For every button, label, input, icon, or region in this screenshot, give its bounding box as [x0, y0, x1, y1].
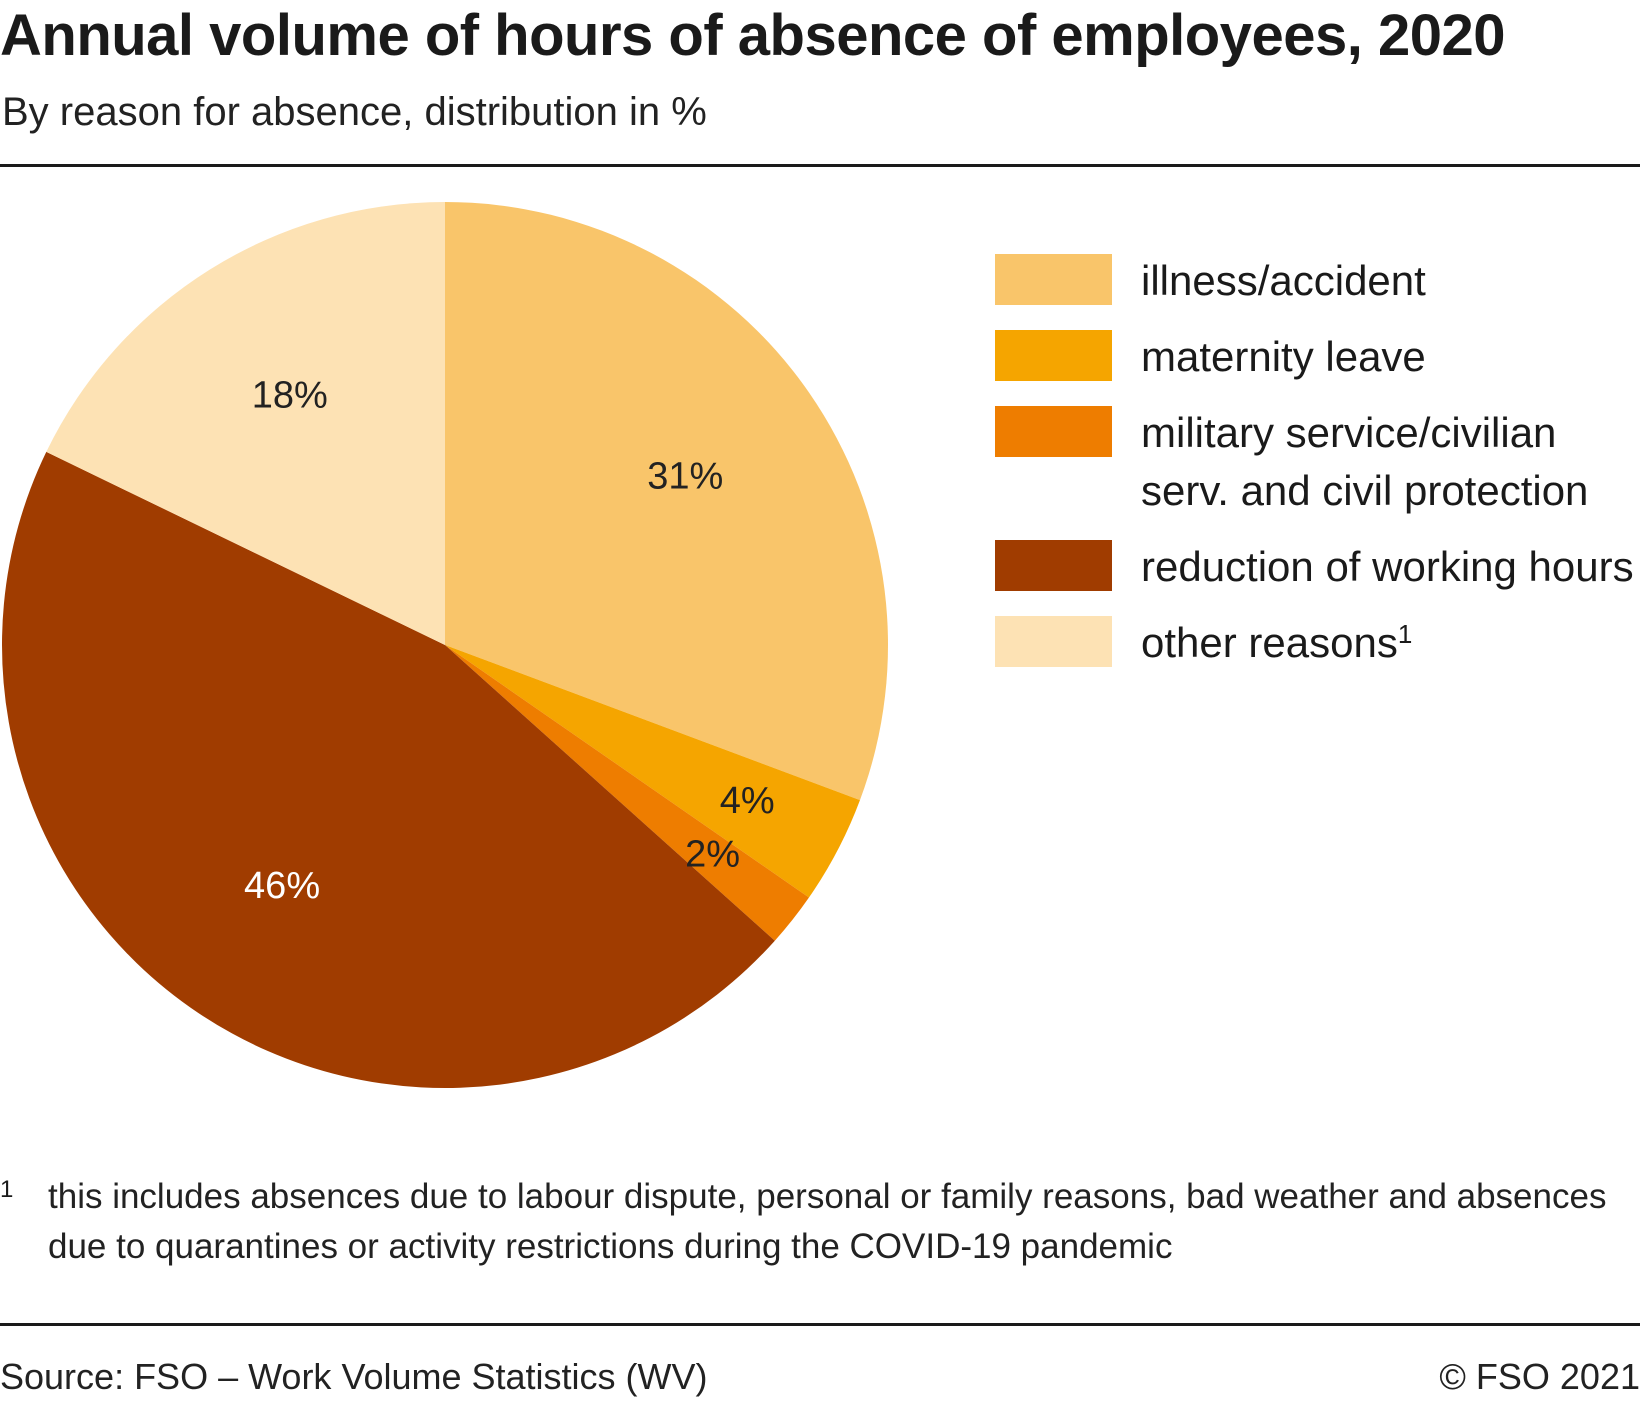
legend-swatch: [995, 406, 1112, 457]
legend-item-military-service: military service/civilian serv. and civi…: [995, 404, 1635, 520]
pie-slice-reduction-working-hours: [1, 451, 775, 1089]
top-divider: [0, 164, 1640, 167]
footnote-reference: 1: [1397, 619, 1413, 649]
legend-swatch: [995, 540, 1112, 591]
copyright: © FSO 2021: [1439, 1356, 1640, 1397]
legend-label: maternity leave: [1141, 333, 1426, 380]
legend-label: other reasons1: [1141, 619, 1413, 666]
chart-subtitle: By reason for absence, distribution in %: [2, 90, 707, 134]
legend-item-reduction-working-hours: reduction of working hours: [995, 538, 1635, 596]
pie-slice-illness-accident: [445, 202, 889, 801]
legend-item-maternity-leave: maternity leave: [995, 328, 1635, 386]
bottom-divider: [0, 1323, 1640, 1326]
data-label-reduction-working-hours: 46%: [244, 865, 320, 907]
data-label-illness-accident: 31%: [647, 455, 723, 497]
pie-slice-maternity-leave: [445, 645, 860, 898]
pie-slice-military-service: [445, 645, 809, 941]
source-note: Source: FSO – Work Volume Statistics (WV…: [0, 1356, 708, 1397]
data-label-military-service: 2%: [685, 834, 740, 876]
legend-swatch: [995, 330, 1112, 381]
pie-slice-other-reasons: [46, 202, 445, 645]
data-label-maternity-leave: 4%: [720, 780, 775, 822]
legend-label: military service/civilian serv. and civi…: [1141, 409, 1589, 514]
data-label-other-reasons: 18%: [252, 374, 328, 416]
chart-title: Annual volume of hours of absence of emp…: [0, 3, 1505, 68]
legend-label: illness/accident: [1141, 257, 1426, 304]
legend-item-other-reasons: other reasons1: [995, 614, 1635, 672]
legend-swatch: [995, 254, 1112, 305]
footnote-marker: 1: [0, 1176, 14, 1203]
pie-chart: 31% 4% 2% 46% 18%: [1, 202, 889, 1089]
footnote-text: this includes absences due to labour dis…: [48, 1177, 1607, 1266]
legend: illness/accident maternity leave militar…: [995, 252, 1635, 690]
legend-swatch: [995, 616, 1112, 667]
legend-label: reduction of working hours: [1141, 543, 1634, 590]
legend-item-illness-accident: illness/accident: [995, 252, 1635, 310]
